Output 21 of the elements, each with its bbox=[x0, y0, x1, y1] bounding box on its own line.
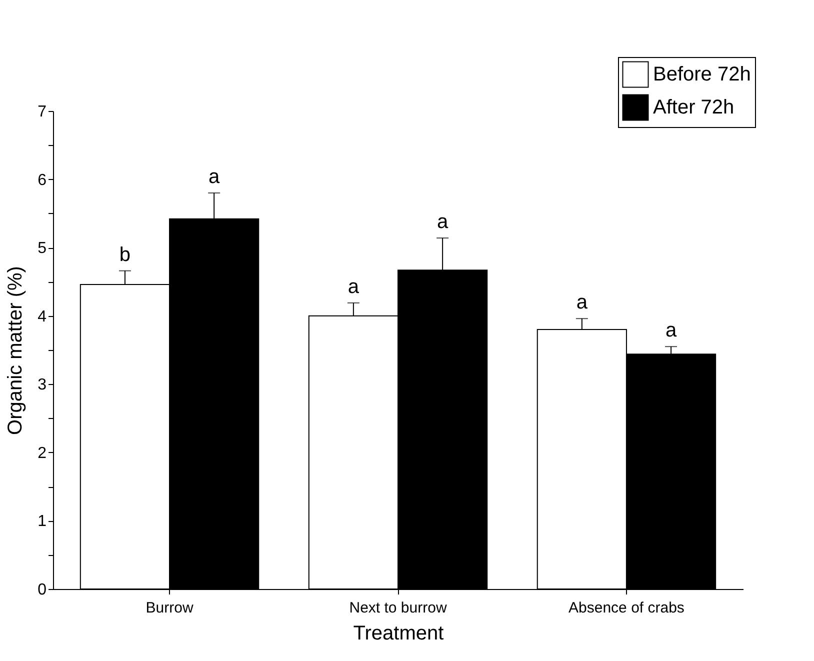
annotation: a bbox=[576, 292, 588, 314]
annotation: a bbox=[348, 276, 360, 298]
y-tick-label: 0 bbox=[38, 582, 47, 598]
annotation: a bbox=[208, 166, 221, 188]
annotation: a bbox=[436, 211, 449, 234]
y-tick-label: 7 bbox=[38, 104, 47, 120]
x-tick-label: Absence of crabs bbox=[568, 600, 684, 616]
annotation: a bbox=[665, 320, 678, 342]
legend-label: After 72h bbox=[653, 96, 734, 118]
y-tick-label: 3 bbox=[38, 376, 47, 394]
x-tick-label: Next to burrow bbox=[349, 600, 447, 616]
x-axis-title: Treatment bbox=[353, 622, 444, 644]
annotation: b bbox=[119, 244, 131, 266]
y-tick-label: 1 bbox=[38, 513, 47, 530]
y-tick-label: 4 bbox=[38, 308, 47, 326]
y-tick-label: 5 bbox=[38, 240, 47, 258]
y-tick-label: 6 bbox=[38, 172, 47, 189]
x-tick-label: Burrow bbox=[146, 600, 194, 616]
y-tick-label: 2 bbox=[38, 444, 47, 462]
legend-label: Before 72h bbox=[653, 64, 751, 86]
y-axis-title: Organic matter (%) bbox=[4, 266, 27, 435]
